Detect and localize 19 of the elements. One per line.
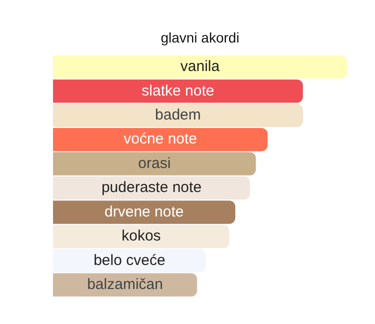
bar [53,224,230,248]
bar [53,152,256,176]
y-tick-label: vanila [180,58,220,76]
y-tick-label: badem [155,106,201,124]
chart-title: glavni akordi [160,29,240,46]
bar [53,249,206,272]
y-tick-label: slatke note [142,82,214,100]
y-tick-label: voćne note [124,130,198,148]
y-tick-label: puderaste note [101,179,202,196]
bar [53,55,347,79]
bar [53,128,268,152]
y-tick-label: orasi [138,154,171,172]
y-tick-label: kokos [122,228,161,245]
y-tick-label: balzamičan [87,276,163,294]
bar [53,104,303,127]
y-tick-label: drvene note [104,203,184,220]
bar [53,200,236,224]
bar [53,80,303,103]
y-tick-label: belo cveće [94,252,166,269]
